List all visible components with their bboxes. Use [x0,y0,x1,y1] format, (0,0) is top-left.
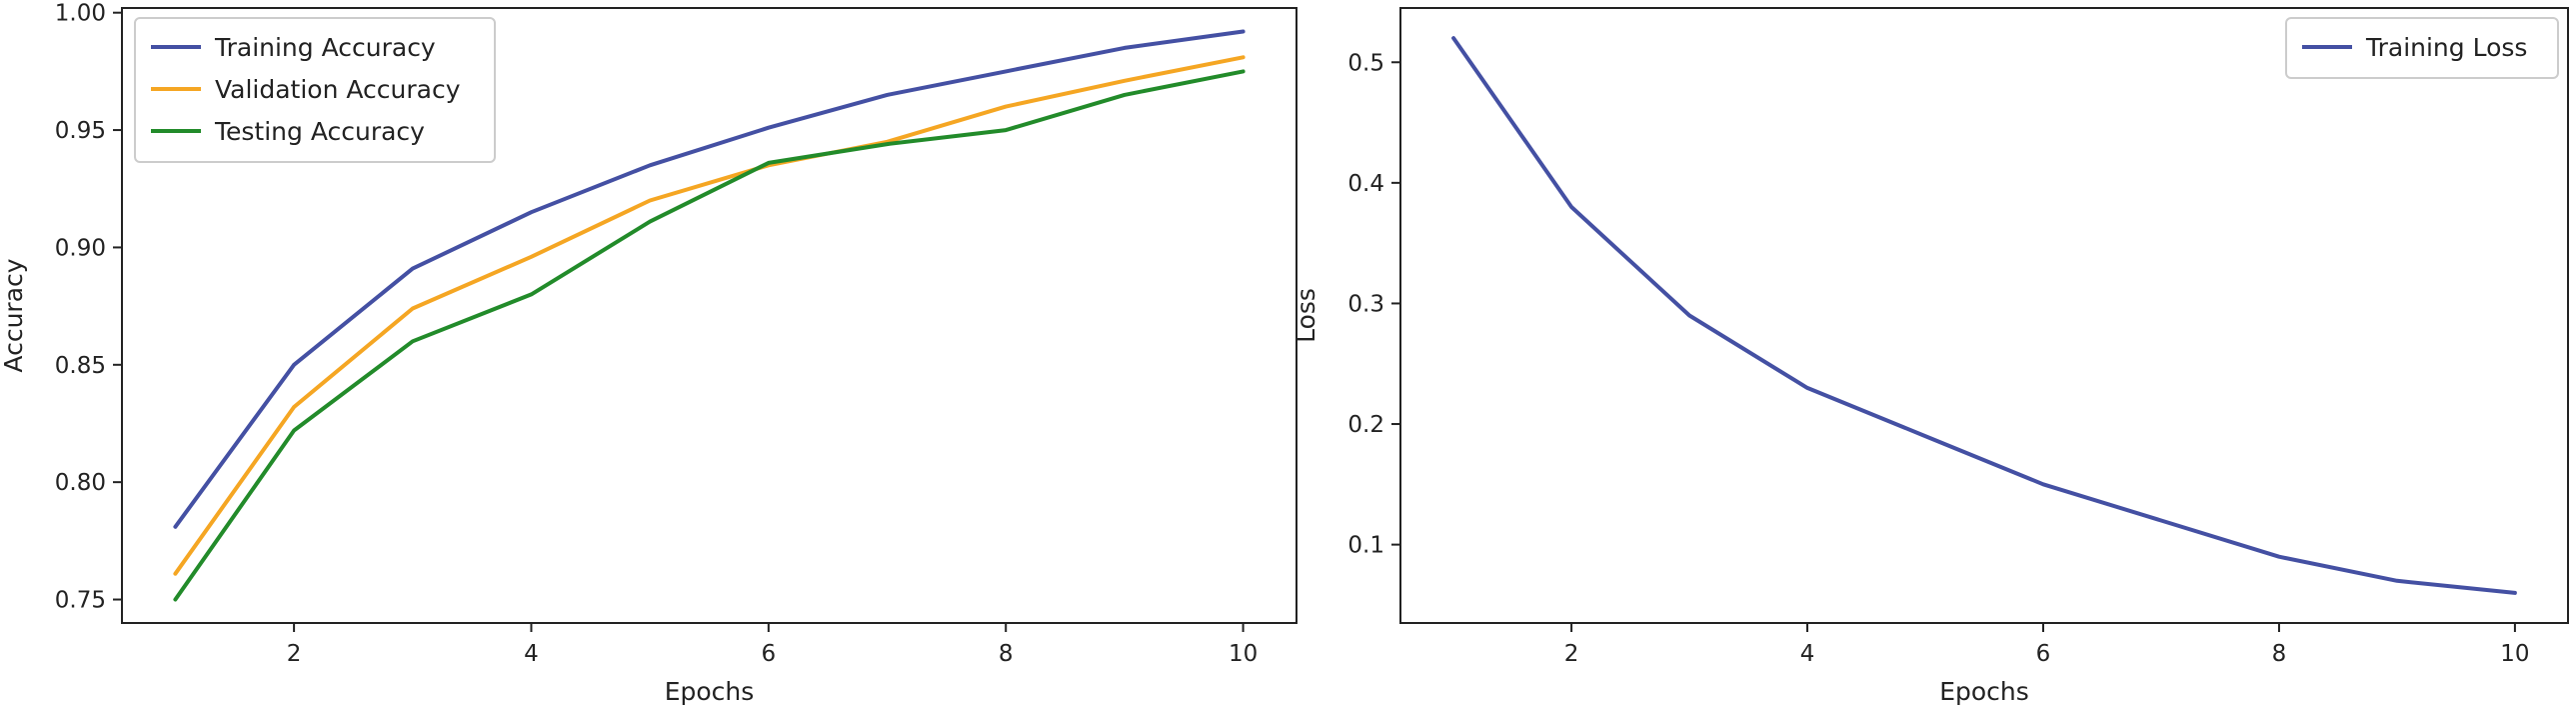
loss-x-tick-label: 2 [1564,641,1579,667]
accuracy-x-tick-label: 10 [1229,641,1258,667]
accuracy-y-tick-label: 0.85 [55,353,106,379]
accuracy-legend-label: Training Accuracy [214,33,436,62]
loss-x-tick-label: 8 [2272,641,2287,667]
loss-legend-label: Training Loss [2365,33,2527,62]
loss-x-axis-title: Epochs [1939,677,2029,706]
accuracy-series-line-validation-accuracy [173,55,1246,576]
accuracy-y-tick-label: 0.90 [55,235,106,261]
accuracy-y-tick-label: 0.75 [55,588,106,614]
accuracy-legend-label: Testing Accuracy [214,117,425,146]
accuracy-x-tick-label: 4 [524,641,539,667]
loss-x-tick-label: 6 [2036,641,2051,667]
loss-x-tick-label: 4 [1800,641,1815,667]
accuracy-plot-frame [121,7,1297,624]
accuracy-legend-box [134,17,496,163]
accuracy-y-tick-label: 1.00 [55,1,106,27]
accuracy-x-tick-label: 2 [287,641,302,667]
accuracy-x-axis-title: Epochs [665,677,755,706]
loss-y-tick-label: 0.3 [1347,291,1384,317]
loss-y-tick-label: 0.5 [1347,50,1384,76]
loss-x-tick-label: 10 [2500,641,2529,667]
loss-plot-frame [1399,7,2569,624]
accuracy-y-tick-label: 0.95 [55,118,106,144]
accuracy-legend: Training Accuracy Validation Accuracy Test… [134,17,496,163]
loss-legend-box [2285,17,2559,79]
accuracy-y-tick-label: 0.80 [55,470,106,496]
loss-y-axis-title: Loss [1291,288,1320,343]
loss-y-tick-label: 0.4 [1347,171,1384,197]
accuracy-chart: 2 4 6 8 10 0.75 0.80 0.85 0.90 0.95 1.00 Epochs Accu… [0,1,1297,706]
accuracy-x-tick-label: 6 [762,641,777,667]
loss-series-line-training-loss [1451,36,2517,595]
accuracy-series-line-training-accuracy [173,29,1246,529]
accuracy-y-axis-title: Accuracy [0,258,28,372]
accuracy-x-tick-label: 8 [999,641,1014,667]
accuracy-legend-label: Validation Accuracy [215,75,461,104]
loss-y-tick-label: 0.2 [1347,412,1384,438]
loss-chart: 2 4 6 8 10 0.1 0.2 0.3 0.4 0.5 Epochs Loss Training … [1291,7,2569,706]
loss-legend: Training Loss [2285,17,2559,79]
accuracy-series-line-testing-accuracy [173,69,1246,602]
loss-y-tick-label: 0.1 [1347,533,1384,559]
